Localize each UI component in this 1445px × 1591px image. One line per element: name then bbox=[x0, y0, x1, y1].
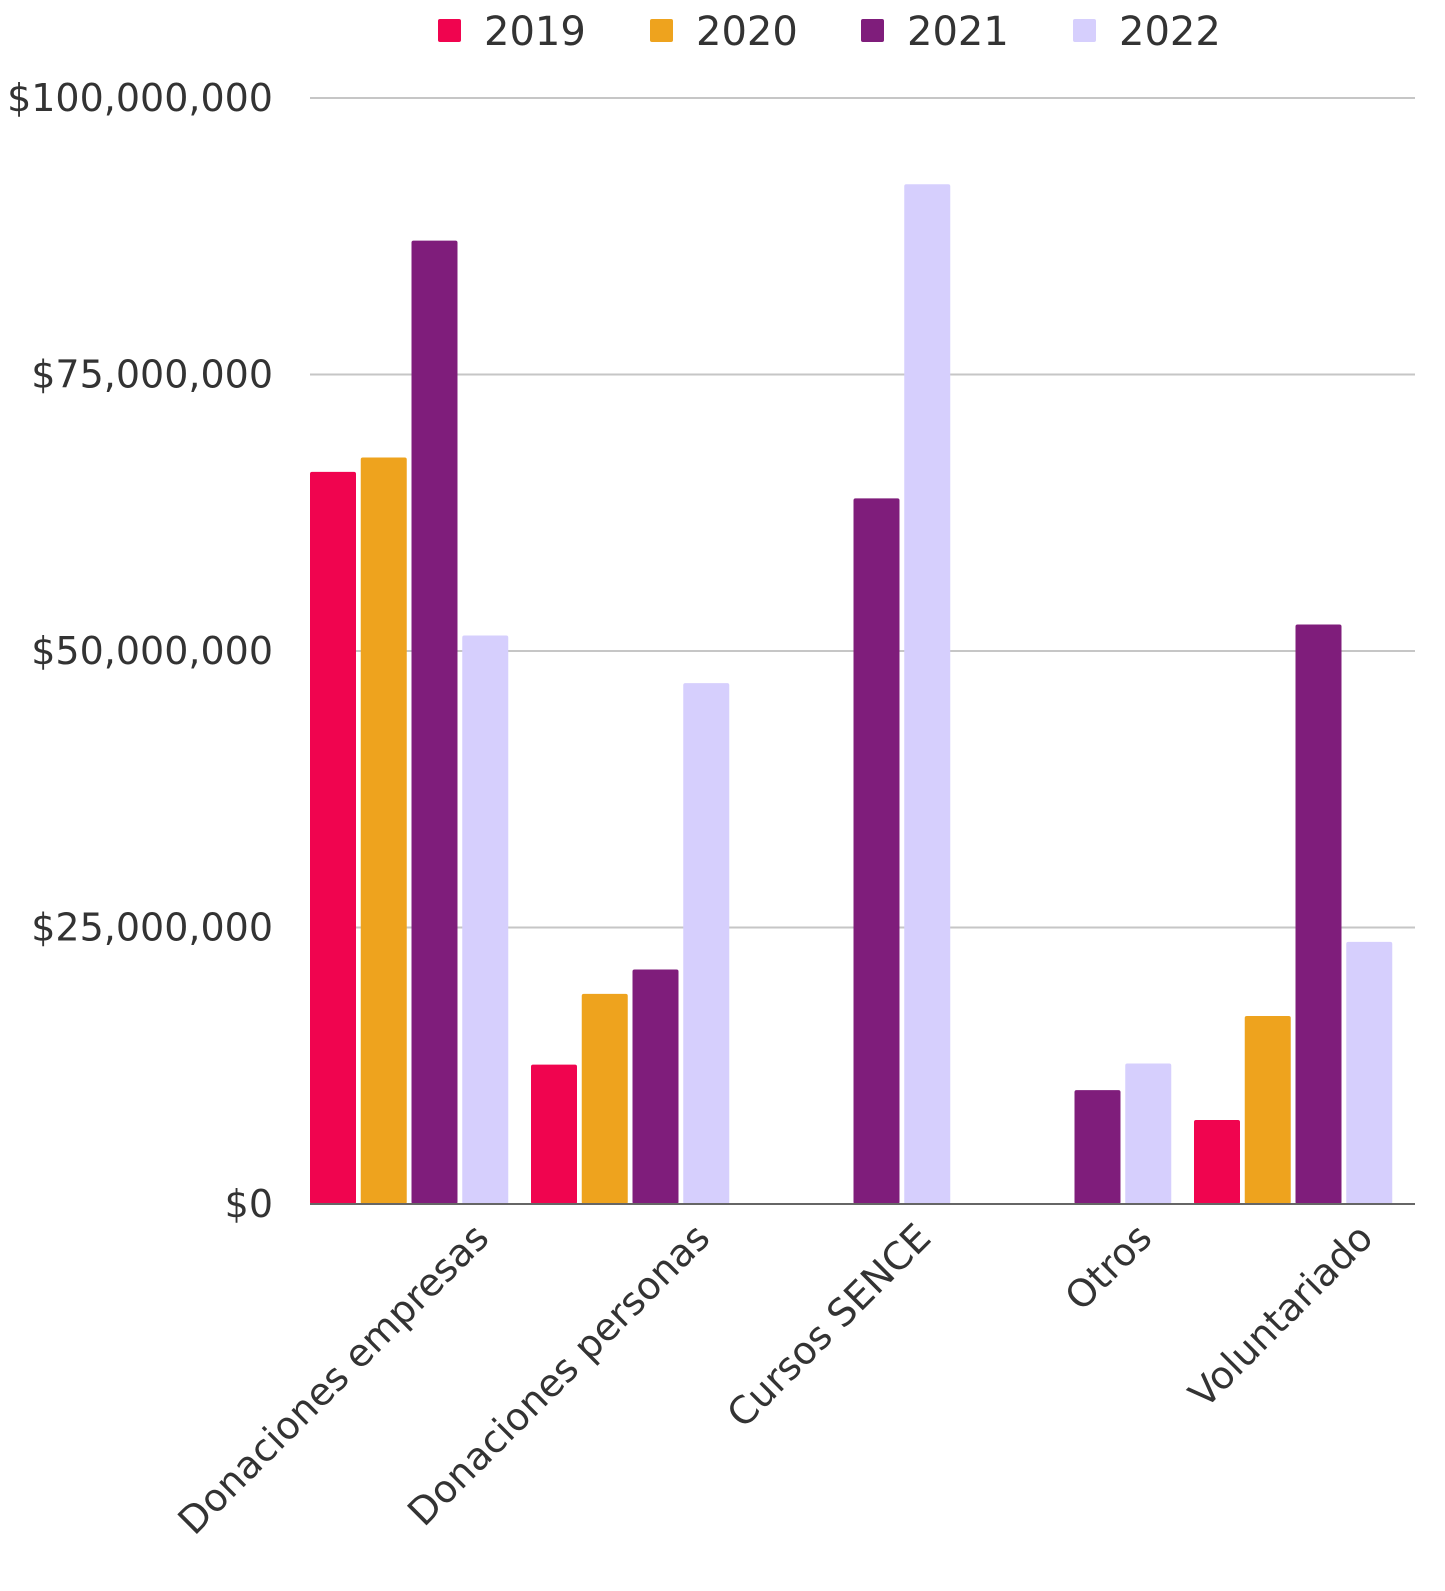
legend-label: 2021 bbox=[907, 9, 1009, 55]
legend-swatch bbox=[650, 19, 673, 42]
bar bbox=[1346, 941, 1393, 1204]
y-tick-label: $0 bbox=[225, 1182, 273, 1226]
x-category-label: Voluntariado bbox=[1180, 1215, 1381, 1416]
legend-label: 2022 bbox=[1119, 9, 1221, 55]
bar bbox=[581, 993, 628, 1204]
legend-label: 2020 bbox=[696, 9, 798, 55]
legend: 2019 2020 2021 2022 bbox=[438, 9, 1221, 55]
bar bbox=[1295, 624, 1342, 1204]
legend-label: 2019 bbox=[484, 9, 586, 55]
bar bbox=[853, 498, 900, 1204]
bar bbox=[904, 184, 951, 1204]
bar bbox=[1194, 1119, 1240, 1204]
y-tick-label: $75,000,000 bbox=[31, 353, 273, 397]
y-tick-label: $100,000,000 bbox=[7, 76, 273, 120]
x-category-label: Cursos SENCE bbox=[718, 1215, 939, 1436]
legend-swatch bbox=[861, 19, 884, 42]
bars bbox=[310, 184, 1393, 1204]
bar bbox=[683, 683, 730, 1204]
bar bbox=[1074, 1090, 1121, 1204]
x-category-label: Otros bbox=[1057, 1215, 1161, 1319]
y-tick-label: $25,000,000 bbox=[31, 906, 273, 950]
bar bbox=[310, 471, 356, 1204]
legend-swatch bbox=[1073, 19, 1096, 42]
bar bbox=[1244, 1015, 1291, 1204]
bar bbox=[531, 1064, 577, 1204]
bar bbox=[411, 240, 458, 1204]
y-tick-label: $50,000,000 bbox=[31, 629, 273, 673]
bar bbox=[462, 635, 509, 1204]
bar bbox=[1125, 1063, 1172, 1204]
legend-swatch bbox=[438, 19, 461, 42]
bar bbox=[632, 969, 679, 1204]
bar bbox=[360, 457, 407, 1204]
